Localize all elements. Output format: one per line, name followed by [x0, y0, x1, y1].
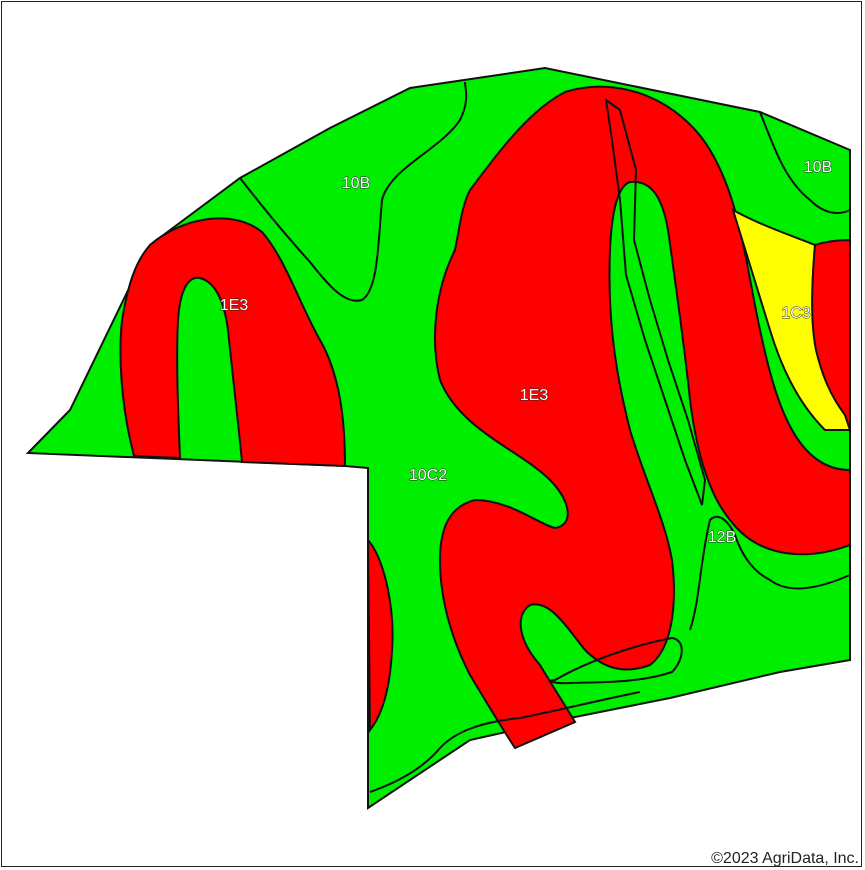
boundary-line-narrow-strip	[604, 97, 707, 506]
boundary-line-south-loop	[550, 636, 683, 685]
label-1E3-central: 1E3	[520, 387, 549, 404]
label-12B: 12B	[708, 529, 736, 546]
copyright-notice: ©2023 AgriData, Inc.	[711, 850, 859, 867]
boundary-line-south	[369, 691, 641, 793]
zone-1E3-west	[119, 217, 347, 468]
label-10B-nw: 10B	[342, 175, 370, 192]
zone-red-southwest	[366, 537, 394, 733]
boundary-line-10B-ne	[759, 111, 851, 214]
label-1E3-west: 1E3	[220, 297, 249, 314]
zone-1E3-central	[434, 85, 851, 750]
label-10C2: 10C2	[409, 467, 447, 484]
boundary-line-10B-nw	[239, 81, 468, 302]
boundary-line-12B	[689, 515, 851, 631]
zone-red-east	[811, 238, 851, 431]
label-10B-ne: 10B	[804, 159, 832, 176]
label-1C3: 1C3	[781, 305, 810, 322]
